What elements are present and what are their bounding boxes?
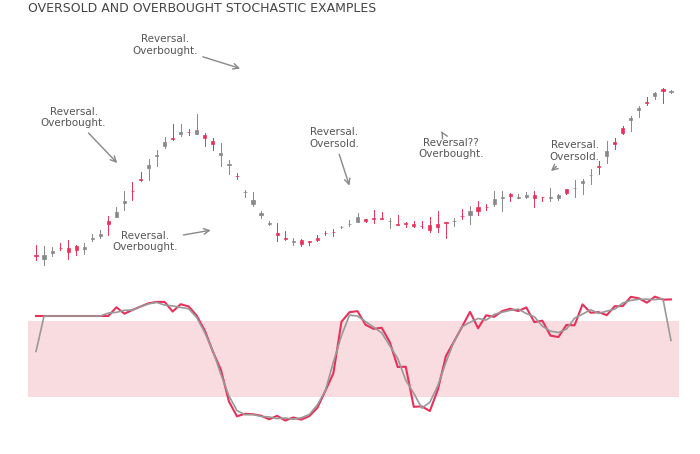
- Bar: [83, 247, 86, 249]
- Bar: [139, 179, 142, 180]
- Bar: [468, 211, 472, 215]
- Text: Reversal.
Oversold.: Reversal. Oversold.: [550, 140, 600, 170]
- Bar: [99, 234, 102, 236]
- Bar: [267, 222, 271, 224]
- Bar: [509, 194, 512, 197]
- Bar: [228, 164, 230, 165]
- Bar: [549, 197, 552, 198]
- Bar: [211, 141, 214, 144]
- Bar: [147, 165, 150, 168]
- Bar: [428, 226, 431, 230]
- Bar: [356, 217, 359, 222]
- Bar: [645, 102, 648, 103]
- Text: Reversal.
Oversold.: Reversal. Oversold.: [309, 127, 359, 184]
- Bar: [533, 195, 536, 198]
- Bar: [412, 224, 415, 226]
- Bar: [34, 255, 38, 256]
- Bar: [131, 191, 134, 192]
- Bar: [613, 142, 616, 143]
- Bar: [171, 138, 174, 139]
- Bar: [396, 224, 399, 225]
- Text: Reversal.
Overbought.: Reversal. Overbought.: [132, 34, 239, 69]
- Bar: [581, 181, 584, 183]
- Bar: [637, 109, 640, 110]
- Bar: [364, 219, 368, 221]
- Bar: [477, 207, 480, 211]
- Bar: [219, 153, 223, 155]
- Bar: [605, 151, 608, 156]
- Bar: [316, 238, 319, 240]
- Bar: [284, 237, 287, 239]
- Bar: [163, 142, 166, 146]
- Bar: [621, 128, 624, 133]
- Bar: [251, 200, 255, 204]
- Bar: [436, 224, 440, 227]
- Bar: [276, 232, 279, 235]
- Bar: [28, 321, 679, 397]
- Bar: [669, 91, 673, 92]
- Bar: [565, 189, 568, 193]
- Bar: [388, 221, 391, 222]
- Bar: [404, 223, 407, 224]
- Bar: [91, 238, 94, 239]
- Bar: [75, 246, 78, 250]
- Bar: [556, 196, 560, 198]
- Bar: [43, 255, 46, 259]
- Bar: [50, 251, 54, 253]
- Bar: [653, 93, 657, 96]
- Bar: [662, 89, 664, 91]
- Bar: [179, 132, 182, 134]
- Bar: [203, 135, 206, 138]
- Bar: [380, 218, 383, 219]
- Bar: [300, 240, 303, 244]
- Bar: [597, 166, 600, 167]
- Text: Reversal.
Overbought.: Reversal. Overbought.: [113, 229, 209, 252]
- Bar: [260, 213, 262, 215]
- Bar: [525, 195, 528, 197]
- Bar: [107, 221, 110, 224]
- Text: Reversal.
Overbought.: Reversal. Overbought.: [41, 107, 116, 162]
- Bar: [493, 199, 496, 204]
- Bar: [66, 247, 70, 252]
- Bar: [444, 222, 447, 223]
- Bar: [195, 130, 198, 134]
- Bar: [629, 118, 632, 120]
- Bar: [372, 218, 375, 219]
- Bar: [500, 197, 504, 198]
- Bar: [461, 216, 463, 217]
- Bar: [122, 201, 126, 202]
- Bar: [115, 212, 118, 217]
- Text: Reversal??
Overbought.: Reversal?? Overbought.: [419, 132, 484, 159]
- Text: OVERSOLD AND OVERBOUGHT STOCHASTIC EXAMPLES: OVERSOLD AND OVERBOUGHT STOCHASTIC EXAMP…: [28, 1, 377, 15]
